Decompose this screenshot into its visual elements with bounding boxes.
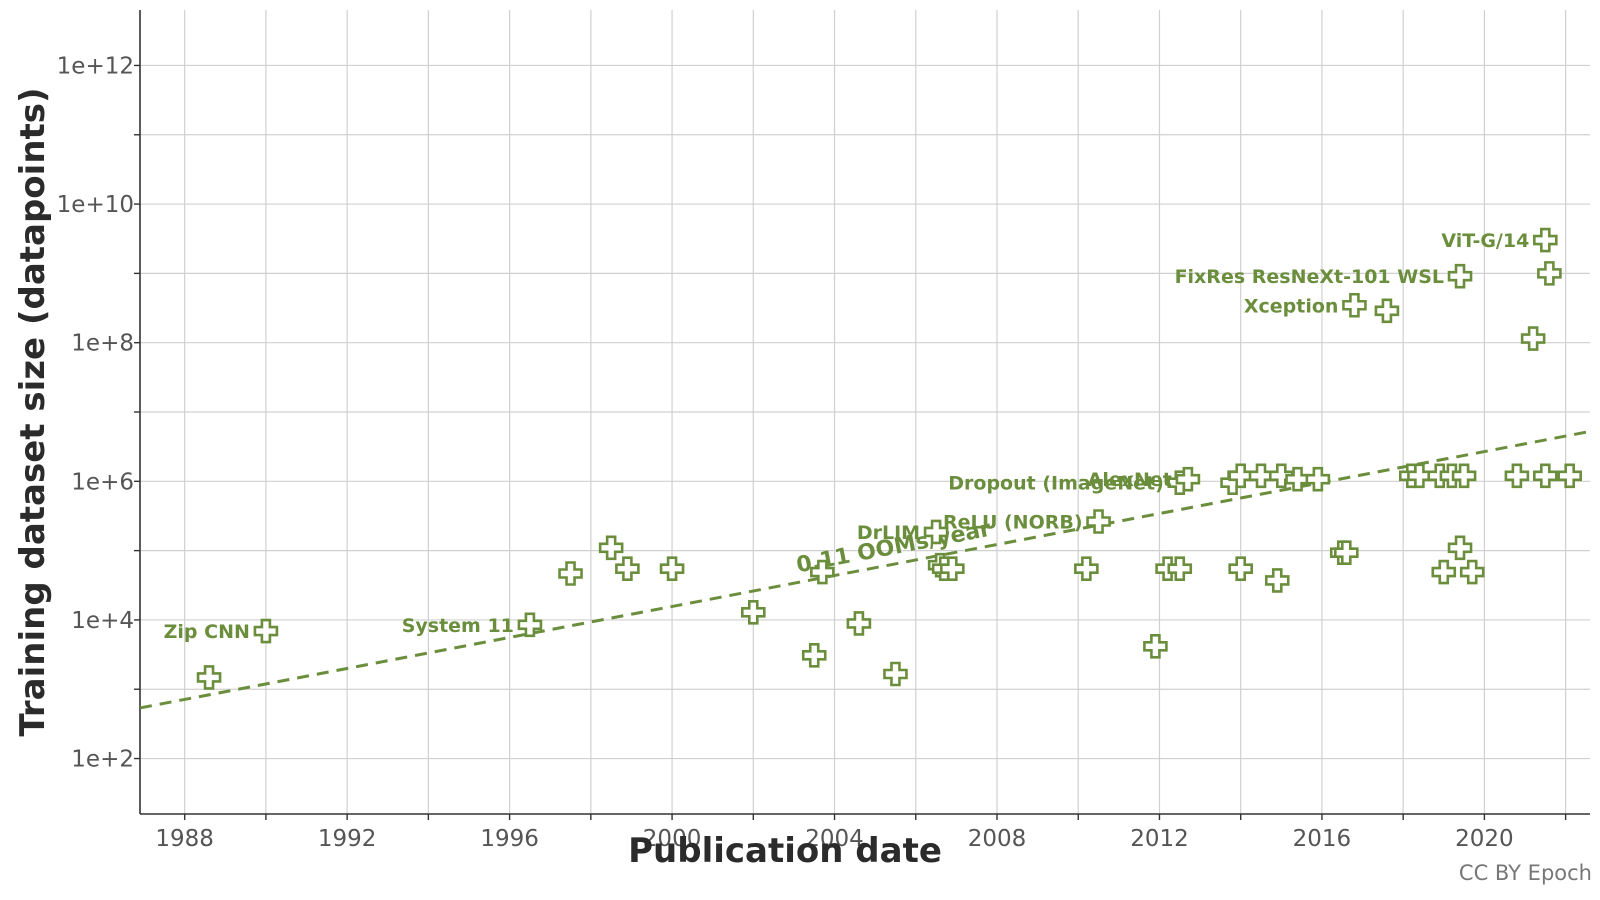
data-point [1407, 463, 1432, 489]
axes: 1988 1992 1996 2000 2004 2008 2012 2016 2020 1e+2… [57, 10, 1590, 852]
data-point [883, 661, 908, 687]
data-point [1447, 263, 1473, 289]
data-point [810, 559, 835, 585]
point-labels: Zip CNN System 11 DrLIM ReLU (NORB) Dropout … [164, 230, 1530, 643]
x-tick-label: 1992 [318, 826, 377, 852]
point-label: Zip CNN [164, 621, 250, 643]
y-tick-label: 1e+8 [71, 331, 134, 357]
trend-line [139, 429, 1591, 710]
data-point [1504, 463, 1530, 489]
x-tick-label: 2004 [805, 826, 864, 852]
data-point [1537, 261, 1562, 286]
y-tick-label: 1e+6 [71, 469, 134, 495]
point-label: System 11 [402, 615, 514, 637]
y-tick-label: 1e+2 [71, 747, 134, 773]
x-tick-label: 2020 [1455, 826, 1514, 852]
data-point [923, 519, 949, 545]
data-point [615, 556, 640, 581]
data-point [741, 600, 766, 625]
y-tick-label: 1e+10 [57, 192, 134, 218]
data-point [558, 561, 583, 586]
data-point [196, 665, 222, 690]
x-tick-label: 2000 [643, 826, 702, 852]
data-point [1269, 463, 1294, 489]
x-tick-label: 2012 [1130, 826, 1189, 852]
data-point [1533, 227, 1558, 253]
data-point [1374, 298, 1400, 324]
data-point [1086, 509, 1111, 534]
x-tick-label: 1996 [480, 826, 539, 852]
data-point [659, 556, 685, 581]
data-point [598, 535, 624, 561]
data-point [517, 612, 543, 638]
data-point [1305, 466, 1331, 492]
point-label: FixRes ResNeXt-101 WSL [1175, 266, 1444, 288]
point-label: Xception [1244, 295, 1339, 317]
x-tick-label: 2016 [1293, 826, 1352, 852]
data-point [1342, 292, 1367, 318]
data-point [1228, 463, 1253, 489]
data-point [1248, 463, 1274, 489]
data-point [1447, 535, 1473, 561]
data-point [1533, 463, 1558, 489]
y-axis-title: Training dataset size (datapoints) [13, 87, 53, 736]
trend: 0.11 OOMs/year [139, 429, 1591, 710]
data-point [1431, 559, 1457, 585]
y-tick-label: 1e+12 [57, 53, 134, 79]
data-point [1451, 463, 1477, 489]
data-point [1167, 556, 1193, 581]
data-point [1175, 466, 1201, 492]
data-point [1228, 556, 1253, 581]
grid [140, 10, 1590, 814]
data-point [1557, 463, 1582, 489]
data-point [253, 618, 279, 644]
point-label: ReLU (NORB) [943, 512, 1083, 534]
point-label: Dropout (ImageNet) [948, 473, 1164, 495]
data-point [801, 642, 827, 668]
data-point [1459, 559, 1485, 585]
data-point [1334, 540, 1359, 565]
data-point [1520, 326, 1546, 351]
data-point [1285, 466, 1310, 492]
data-point [1143, 633, 1168, 659]
y-tick-label: 1e+4 [71, 608, 134, 634]
x-tick-label: 1988 [155, 826, 214, 852]
x-axis-title: Publication date [628, 831, 942, 871]
data-point [1074, 556, 1099, 581]
point-label: AlexNet [1088, 469, 1172, 491]
credit-text: CC BY Epoch [1459, 861, 1592, 885]
data-point [1264, 568, 1290, 593]
x-tick-label: 2008 [968, 826, 1027, 852]
data-point [846, 611, 872, 636]
point-label: ViT-G/14 [1441, 230, 1529, 252]
points [196, 227, 1582, 690]
point-label: DrLIM [857, 522, 920, 544]
data-point [940, 556, 965, 581]
